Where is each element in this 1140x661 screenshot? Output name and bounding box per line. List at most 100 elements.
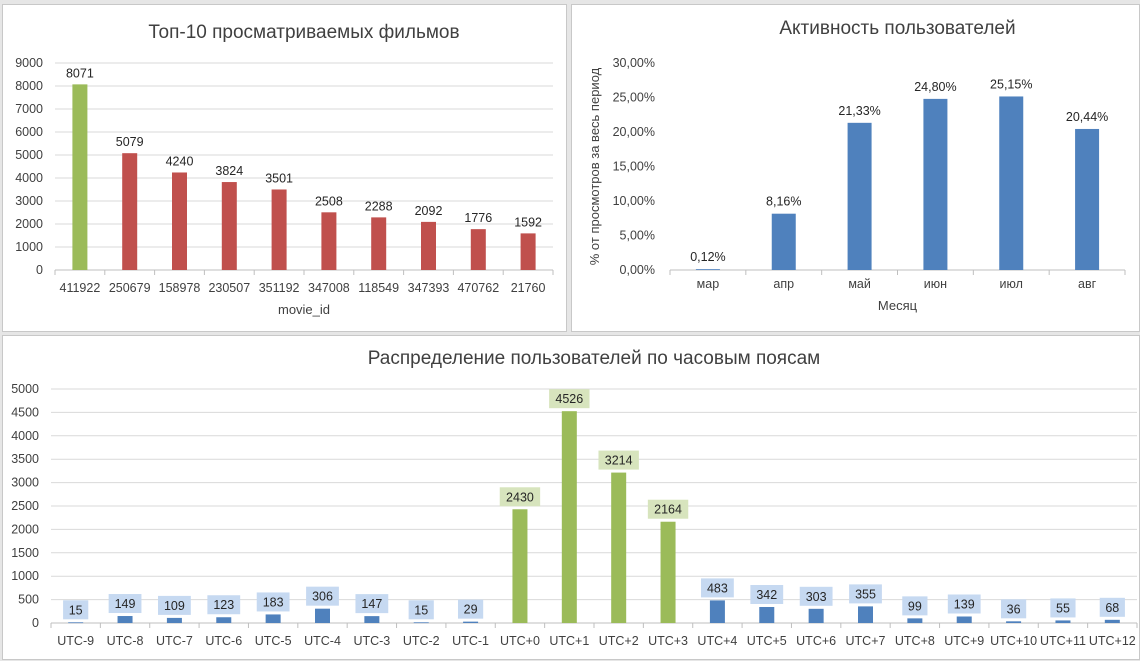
data-label-box [947,594,981,614]
data-label: 8,16% [766,195,801,209]
data-label: 303 [806,590,827,604]
bar-UTC+5 [759,606,775,623]
data-label-box [306,586,339,606]
data-label-box [408,600,434,620]
y-tick-label: 1000 [11,569,39,583]
x-tick-label: 347008 [308,281,350,295]
bar-май [847,122,872,270]
x-tick-label: 347393 [408,281,450,295]
bar-UTC-3 [364,616,380,623]
data-label: 2430 [506,490,534,504]
data-label-box [207,595,241,615]
x-tick-label: UTC-9 [57,634,94,648]
y-tick-label: 9000 [15,56,43,70]
bar-158978 [172,172,187,270]
data-label-box [499,487,541,507]
bar-UTC-4 [315,608,330,623]
bar-июн [923,98,948,270]
bar-UTC-5 [265,614,281,623]
data-label: 147 [361,597,382,611]
bar-UTC-9 [68,622,84,624]
x-tick-label: июн [924,277,947,291]
data-label: 4526 [555,392,583,406]
data-label: 2164 [654,503,682,517]
data-label: 3214 [605,454,633,468]
bar-UTC+10 [1006,621,1022,623]
bar-UTC-6 [216,617,232,623]
x-tick-label: мар [697,277,720,291]
data-label-box [1000,599,1027,619]
data-label: 355 [855,587,876,601]
data-label: 5079 [116,135,144,149]
x-tick-label: май [848,277,871,291]
data-label-box [701,578,734,598]
data-label-box [549,389,590,409]
y-tick-label: 4500 [11,405,39,419]
bar-230507 [221,182,237,270]
bar-21760 [520,233,536,270]
y-tick-label: 15,00% [613,160,655,174]
bar-UTC-2 [413,622,429,624]
bar-UTC+9 [956,616,972,623]
bar-347393 [421,221,436,270]
data-label: 123 [213,598,234,612]
data-label: 21,33% [838,104,880,118]
bar-UTC-8 [117,616,133,623]
data-label: 483 [707,581,728,595]
data-label-box [902,596,928,616]
data-label: 25,15% [990,77,1032,91]
x-tick-label: апр [773,277,794,291]
y-tick-label: 20,00% [613,125,655,139]
y-tick-label: 1000 [15,240,43,254]
y-tick-label: 4000 [11,429,39,443]
x-tick-label: UTC+1 [549,634,589,648]
x-tick-label: UTC-8 [107,634,144,648]
data-label-box [647,499,689,519]
x-tick-label: 351192 [259,281,300,295]
data-label: 4240 [166,154,194,168]
x-tick-label: UTC+3 [648,634,688,648]
data-label-box [158,595,191,615]
data-label-box [598,450,639,470]
data-label: 139 [954,597,975,611]
chart-title: Активность пользователей [779,18,1015,39]
x-tick-label: UTC-3 [353,634,390,648]
data-label: 8071 [66,66,94,80]
y-tick-label: 5000 [15,148,43,162]
bar-411922 [72,84,88,270]
bar-авг [1075,128,1100,270]
y-tick-label: 2000 [15,217,43,231]
data-label: 149 [115,597,136,611]
x-tick-label: UTC+12 [1089,634,1136,648]
x-tick-label: UTC+2 [599,634,639,648]
data-label: 55 [1056,601,1070,615]
bar-347008 [321,212,337,270]
y-tick-label: 6000 [15,125,43,139]
x-tick-label: UTC+9 [944,634,984,648]
bar-UTC+6 [808,608,824,623]
x-tick-label: 411922 [60,281,101,295]
bar-351192 [271,189,287,270]
y-tick-label: 3000 [11,476,39,490]
bar-118549 [371,217,387,270]
y-tick-label: 0 [36,263,43,277]
y-tick-label: 1500 [11,546,39,560]
x-tick-label: UTC-7 [156,634,193,648]
data-label-box [1099,597,1125,617]
y-axis-label: % от просмотров за весь период [587,67,602,265]
chart-panel-timezones: Распределение пользователей по часовым п… [2,335,1140,660]
data-label-box [457,599,484,619]
data-label-box [63,600,89,620]
data-label: 68 [1105,601,1119,615]
bar-мар [695,269,720,270]
x-tick-label: 470762 [457,281,499,295]
x-tick-label: авг [1078,277,1097,291]
y-tick-label: 0 [32,616,39,630]
y-tick-label: 2500 [11,499,39,513]
data-label: 15 [69,603,83,617]
x-axis-label: Месяц [878,298,918,313]
data-label: 306 [312,590,333,604]
y-tick-label: 30,00% [613,56,655,70]
x-tick-label: UTC+0 [500,634,540,648]
data-label: 109 [164,599,185,613]
